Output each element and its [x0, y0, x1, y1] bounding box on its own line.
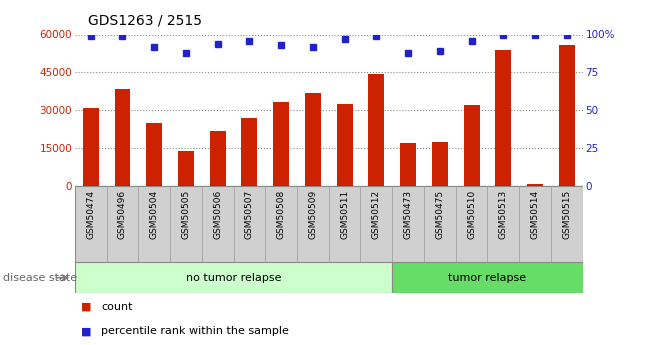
Bar: [392, 262, 583, 293]
Text: no tumor relapse: no tumor relapse: [186, 273, 281, 283]
Bar: [178, 151, 194, 186]
Text: GDS1263 / 2515: GDS1263 / 2515: [88, 14, 202, 28]
Text: disease state: disease state: [3, 273, 77, 283]
Text: GSM50514: GSM50514: [531, 190, 540, 239]
Text: GSM50473: GSM50473: [404, 190, 413, 239]
Bar: [527, 184, 543, 186]
Text: GSM50513: GSM50513: [499, 190, 508, 239]
Bar: [75, 262, 392, 293]
Text: GSM50505: GSM50505: [182, 190, 191, 239]
Text: GSM50475: GSM50475: [436, 190, 445, 239]
Bar: [146, 123, 162, 186]
Text: GSM50507: GSM50507: [245, 190, 254, 239]
Text: GSM50474: GSM50474: [86, 190, 95, 239]
Bar: [273, 101, 289, 186]
Text: GSM50515: GSM50515: [562, 190, 572, 239]
Text: tumor relapse: tumor relapse: [449, 273, 527, 283]
Text: GSM50504: GSM50504: [150, 190, 159, 239]
Text: percentile rank within the sample: percentile rank within the sample: [101, 326, 289, 336]
Bar: [432, 142, 448, 186]
Text: GSM50509: GSM50509: [309, 190, 318, 239]
Text: GSM50512: GSM50512: [372, 190, 381, 239]
Text: ■: ■: [81, 326, 92, 336]
Text: GSM50496: GSM50496: [118, 190, 127, 239]
Bar: [400, 143, 416, 186]
Bar: [242, 118, 257, 186]
Bar: [368, 74, 384, 186]
Bar: [495, 50, 511, 186]
Text: GSM50508: GSM50508: [277, 190, 286, 239]
Text: GSM50511: GSM50511: [340, 190, 349, 239]
Bar: [559, 45, 575, 186]
Bar: [210, 131, 226, 186]
Text: GSM50506: GSM50506: [213, 190, 222, 239]
Text: ■: ■: [81, 302, 92, 312]
Text: GSM50510: GSM50510: [467, 190, 476, 239]
Bar: [115, 89, 130, 186]
Bar: [337, 104, 353, 186]
Bar: [464, 105, 480, 186]
Bar: [305, 93, 321, 186]
Text: count: count: [101, 302, 132, 312]
Bar: [83, 108, 99, 186]
